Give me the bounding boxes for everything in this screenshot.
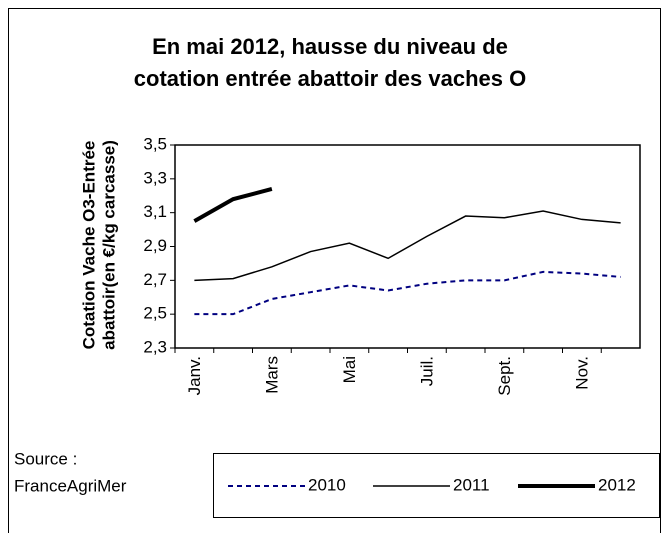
series-line [194,270,621,316]
legend-label: 2010 [308,475,346,494]
legend-label: 2012 [598,475,636,494]
y-tick-label: 2,5 [143,304,167,323]
legend-box [213,453,660,518]
chart-title: cotation entrée abattoir des vaches O [134,66,526,91]
y-tick-label: 3,1 [143,202,167,221]
chart-title: En mai 2012, hausse du niveau de [152,34,508,59]
x-tick-label: Nov. [572,356,591,390]
y-tick-label: 2,7 [143,270,167,289]
x-tick-label: Janv. [185,356,204,395]
y-tick-label: 3,3 [143,168,167,187]
series-line [193,187,273,223]
x-tick-label: Sept. [495,356,514,396]
y-tick-label: 2,3 [143,337,167,356]
source: Source : [14,449,77,468]
y-tick-label: 3,5 [143,134,167,153]
y-axis-label: abattoir(en €/kg carcasse) [99,140,118,350]
x-tick-label: Juil. [417,356,436,386]
legend-label: 2011 [453,475,490,494]
x-tick-label: Mai [340,356,359,383]
y-tick-label: 2,9 [143,236,167,255]
chart-border [8,8,661,533]
series-line [194,210,621,282]
y-axis-label: Cotation Vache O3-Entrée [79,141,98,350]
x-tick-label: Mars [262,356,281,394]
source: FranceAgriMer [14,476,127,495]
